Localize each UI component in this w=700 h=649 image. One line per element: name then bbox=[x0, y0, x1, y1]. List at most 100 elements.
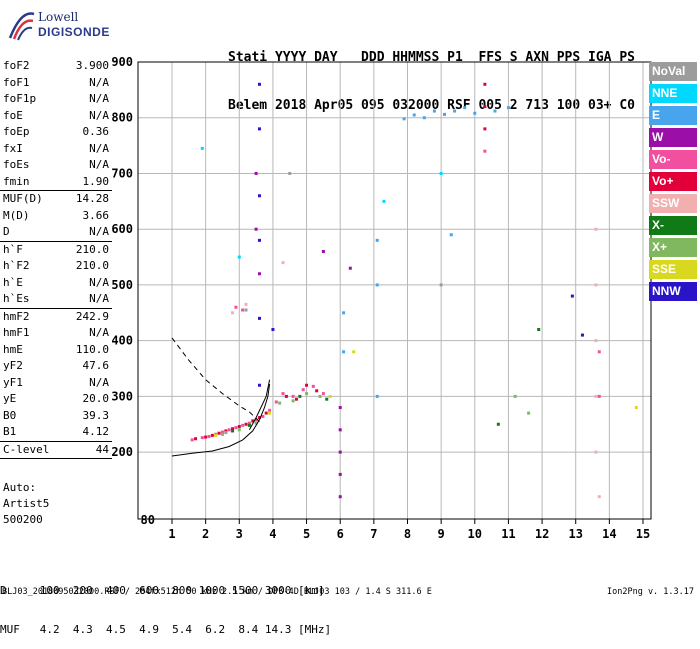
data-point bbox=[439, 171, 443, 175]
data-point bbox=[257, 238, 261, 242]
data-point bbox=[315, 389, 319, 393]
legend: NoVal NNE E W Vo- Vo+ SSW X- X+ SSE NNW bbox=[649, 62, 697, 304]
data-point bbox=[254, 418, 258, 422]
profile-curve bbox=[171, 337, 260, 422]
x-tick-label: 7 bbox=[370, 527, 377, 541]
param-name: B0 bbox=[3, 408, 17, 422]
data-point bbox=[321, 392, 325, 396]
data-point bbox=[305, 392, 309, 396]
param-row: h`E N/A bbox=[0, 275, 112, 292]
param-name: D bbox=[3, 225, 10, 238]
param-name: yF1 bbox=[3, 375, 23, 389]
param-row: foEp 0.36 bbox=[0, 124, 112, 141]
data-point bbox=[247, 421, 251, 425]
legend-item: X- bbox=[649, 216, 697, 235]
param-row: yF2 47.6 bbox=[0, 358, 112, 375]
data-point bbox=[597, 495, 601, 499]
param-value: N/A bbox=[89, 92, 109, 105]
param-row: hmF2 242.9 bbox=[0, 309, 112, 326]
param-row: B1 4.12 bbox=[0, 424, 112, 441]
param-row: fxI N/A bbox=[0, 141, 112, 158]
data-point bbox=[449, 233, 453, 237]
data-point bbox=[412, 113, 416, 117]
x-tick-label: 11 bbox=[501, 527, 515, 541]
param-value: N/A bbox=[89, 225, 109, 238]
param-value: 242.9 bbox=[75, 309, 109, 323]
data-point bbox=[506, 106, 510, 110]
data-point bbox=[338, 406, 342, 410]
param-row: foF2 3.900 bbox=[0, 58, 112, 75]
param-value: N/A bbox=[89, 275, 109, 289]
data-point bbox=[305, 383, 309, 387]
param-value: 4.12 bbox=[82, 425, 110, 438]
legend-item: SSW bbox=[649, 194, 697, 213]
param-row: foF1 N/A bbox=[0, 75, 112, 92]
data-point bbox=[527, 411, 531, 415]
data-point bbox=[537, 328, 541, 332]
data-point bbox=[257, 82, 261, 86]
logo: Lowell DIGISONDE bbox=[6, 8, 126, 48]
data-point bbox=[220, 432, 224, 436]
param-value: 3.900 bbox=[75, 59, 109, 72]
param-name: yE bbox=[3, 392, 17, 405]
chart-axes: 1 2 3 4 5 6 7 8 9 10 11 12 13 14 152003004005006007008… bbox=[111, 55, 650, 541]
auto-label: Auto: bbox=[3, 481, 37, 494]
data-point bbox=[338, 428, 342, 432]
x-tick-label: 9 bbox=[438, 527, 445, 541]
param-row: hmE 110.0 bbox=[0, 342, 112, 359]
param-row: MUF(D) 14.28 bbox=[0, 191, 112, 208]
data-point bbox=[244, 422, 248, 426]
data-point bbox=[207, 435, 211, 439]
param-value: 3.66 bbox=[82, 208, 110, 222]
data-point bbox=[257, 127, 261, 131]
param-name: foEs bbox=[3, 158, 30, 171]
data-point bbox=[257, 416, 261, 420]
data-point bbox=[483, 105, 487, 109]
param-value: 39.3 bbox=[82, 408, 110, 422]
data-point bbox=[594, 283, 598, 287]
legend-item: E bbox=[649, 106, 697, 125]
data-point bbox=[234, 305, 238, 309]
data-point bbox=[483, 149, 487, 153]
param-name: fxI bbox=[3, 141, 23, 155]
param-row: h`Es N/A bbox=[0, 291, 112, 308]
y-tick-label: 300 bbox=[111, 389, 133, 403]
y-tick-label: 800 bbox=[111, 111, 133, 125]
data-point bbox=[278, 401, 282, 405]
param-separator bbox=[0, 440, 112, 442]
data-point bbox=[254, 171, 258, 175]
y-tick-label: 400 bbox=[111, 334, 133, 348]
data-point bbox=[298, 394, 302, 398]
chart-curves bbox=[171, 337, 271, 457]
y-tick-label: 600 bbox=[111, 222, 133, 236]
param-value: N/A bbox=[89, 292, 109, 305]
ionogram-chart: 1 2 3 4 5 6 7 8 9 10 11 12 13 14 152003004005006007008… bbox=[111, 55, 652, 541]
data-point bbox=[483, 127, 487, 131]
data-point bbox=[496, 422, 500, 426]
header-row-values: Belem 2018 Apr05 095 032000 RSF 005 2 71… bbox=[228, 98, 635, 113]
data-point bbox=[231, 429, 235, 433]
data-point bbox=[338, 495, 342, 499]
legend-item: NNW bbox=[649, 282, 697, 301]
y-tick-label: 200 bbox=[111, 445, 133, 459]
data-point bbox=[463, 106, 467, 110]
data-point bbox=[513, 394, 517, 398]
param-name: h`F bbox=[3, 242, 23, 256]
data-point bbox=[318, 394, 322, 398]
data-point bbox=[257, 272, 261, 276]
data-point bbox=[190, 438, 194, 442]
param-name: yF2 bbox=[3, 359, 23, 372]
param-value: N/A bbox=[89, 141, 109, 155]
data-point bbox=[200, 146, 204, 150]
data-point bbox=[325, 397, 329, 401]
param-name: foF1p bbox=[3, 92, 37, 105]
data-point bbox=[342, 350, 346, 354]
data-point bbox=[237, 255, 241, 259]
x-tick-label: 15 bbox=[636, 527, 650, 541]
data-point bbox=[473, 111, 477, 115]
auto-info: Auto: Artist5 500200 bbox=[3, 480, 49, 528]
param-row: foEs N/A bbox=[0, 157, 112, 174]
data-point bbox=[439, 283, 443, 287]
data-point bbox=[301, 388, 305, 392]
param-separator bbox=[0, 458, 112, 459]
